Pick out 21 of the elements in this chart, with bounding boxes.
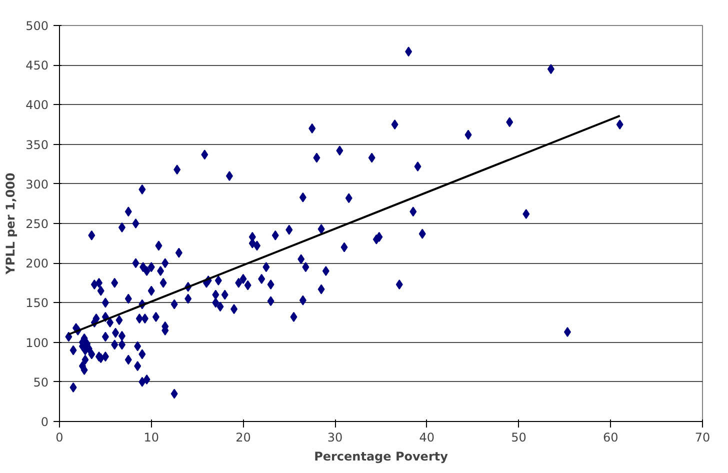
y-tick-label: 150 [26,296,48,310]
x-tick-label: 20 [236,430,251,444]
y-tick-label: 300 [26,177,48,192]
y-tick-label: 100 [26,336,48,350]
x-tick-label: 40 [419,430,435,444]
x-tick-label: 30 [327,430,343,444]
y-tick-label: 50 [33,375,49,390]
x-tick-label: 10 [144,430,160,444]
x-axis-title: Percentage Poverty [314,450,448,464]
y-tick-label: 250 [26,217,48,231]
y-tick-label: 0 [40,415,49,429]
y-tick-label: 200 [26,256,48,271]
y-tick-label: 400 [26,98,48,112]
x-tick-label: 60 [603,430,618,444]
y-tick-label: 500 [26,19,48,33]
y-tick-label: 350 [26,138,48,152]
y-tick-label: 450 [26,58,48,73]
x-tick-label: 70 [694,430,710,444]
y-axis-title: YPLL per 1,000 [4,172,18,276]
x-tick-label: 50 [511,430,526,444]
x-tick-label: 0 [56,430,64,444]
